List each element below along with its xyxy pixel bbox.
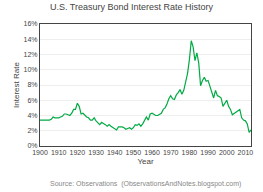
svg-text:1970: 1970 bbox=[163, 149, 179, 156]
svg-text:1950: 1950 bbox=[126, 149, 142, 156]
svg-text:8%: 8% bbox=[27, 81, 37, 88]
svg-text:Year: Year bbox=[137, 157, 154, 166]
svg-text:1940: 1940 bbox=[107, 149, 123, 156]
svg-text:1920: 1920 bbox=[70, 149, 86, 156]
svg-text:2000: 2000 bbox=[219, 149, 235, 156]
svg-text:2010: 2010 bbox=[238, 149, 254, 156]
svg-text:4%: 4% bbox=[27, 112, 37, 119]
svg-text:10%: 10% bbox=[24, 66, 38, 73]
svg-text:Source: Observations (Observa: Source: Observations (ObservationsAndNot… bbox=[50, 180, 241, 188]
svg-text:12%: 12% bbox=[24, 51, 38, 58]
svg-text:16%: 16% bbox=[24, 20, 38, 27]
svg-text:Interest Rate: Interest Rate bbox=[12, 62, 21, 108]
svg-text:0%: 0% bbox=[27, 142, 37, 149]
svg-text:2%: 2% bbox=[27, 127, 37, 134]
svg-text:1990: 1990 bbox=[200, 149, 216, 156]
svg-text:1930: 1930 bbox=[88, 149, 104, 156]
svg-text:6%: 6% bbox=[27, 97, 37, 104]
svg-text:1910: 1910 bbox=[51, 149, 67, 156]
svg-text:1980: 1980 bbox=[182, 149, 198, 156]
svg-text:1960: 1960 bbox=[144, 149, 160, 156]
svg-text:1900: 1900 bbox=[32, 149, 48, 156]
svg-text:14%: 14% bbox=[24, 36, 38, 43]
svg-text:U.S. Treasury Bond Interest Ra: U.S. Treasury Bond Interest Rate History bbox=[50, 2, 214, 12]
